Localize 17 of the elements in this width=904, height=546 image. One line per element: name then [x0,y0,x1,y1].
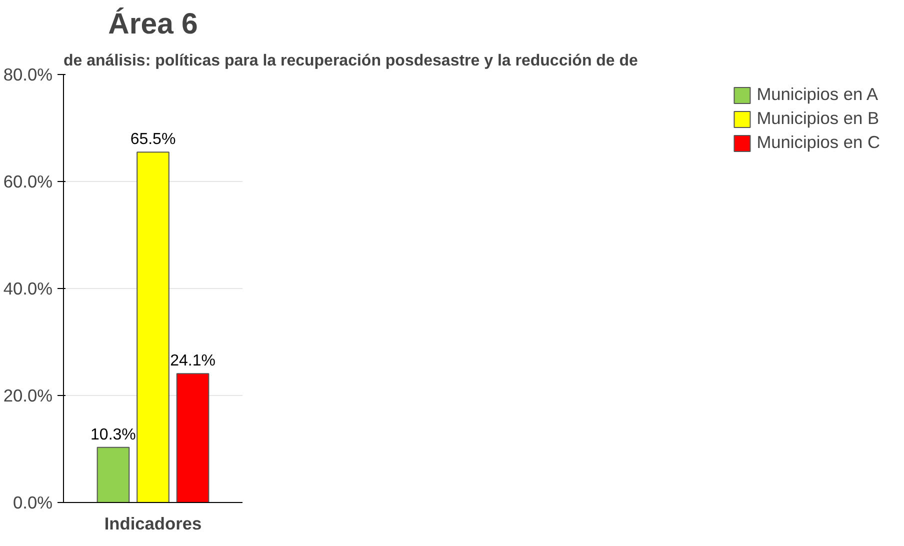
bar [136,152,170,502]
data-label: 24.1% [170,352,216,370]
y-tick-label: 20.0% [3,386,53,406]
legend-label: Municipios en B [756,108,880,129]
x-axis-title: Indicadores [104,514,202,534]
chart-title: Área 6 [108,8,198,40]
legend-label: Municipios en A [756,84,878,105]
y-tick-label: 40.0% [3,278,53,298]
y-tick-label: 80.0% [3,64,53,84]
legend-label: Municipios en C [756,132,880,153]
text: de análisis: políticas para la recuperación posdesastre y la reducción de de [64,52,638,70]
bar [176,373,210,502]
y-tick-label: 60.0% [3,172,53,192]
y-tick-label: 0.0% [13,492,53,512]
data-label: 10.3% [90,426,136,444]
bar [96,446,130,502]
data-label: 65.5% [130,131,176,148]
